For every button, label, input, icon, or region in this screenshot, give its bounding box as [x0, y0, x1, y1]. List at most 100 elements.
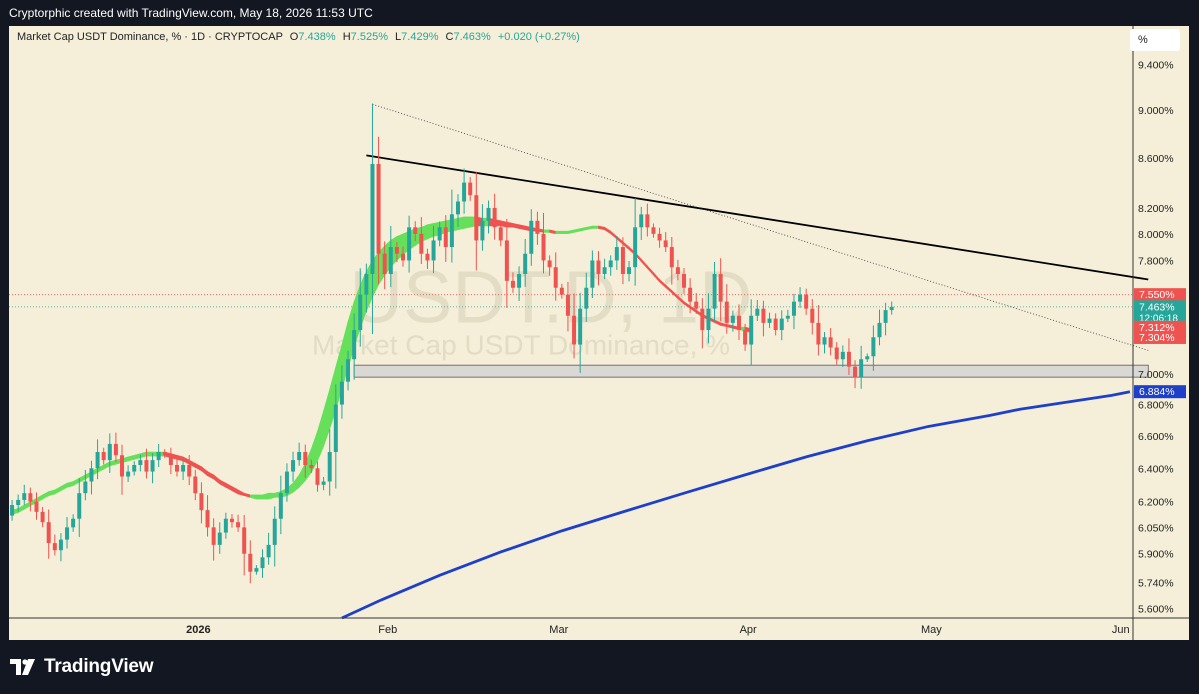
candle-body — [486, 207, 491, 221]
candle-body — [523, 253, 528, 274]
candle-body — [791, 301, 796, 316]
candle-body — [138, 460, 143, 466]
candle-body — [553, 267, 558, 288]
candle-body — [382, 253, 387, 274]
candle-body — [193, 476, 198, 494]
price-label: 7.304% — [1139, 332, 1175, 344]
ema-ribbon-segment — [579, 226, 587, 232]
price-tick-label: 9.000% — [1138, 105, 1174, 117]
ema-ribbon-segment — [268, 492, 276, 500]
candle-body — [83, 481, 88, 494]
candle-body — [468, 182, 473, 196]
ema-ribbon-segment — [182, 456, 190, 465]
ema-ribbon-segment — [292, 473, 300, 493]
candle-body — [590, 260, 595, 288]
ema-ribbon-segment — [42, 491, 50, 500]
candle-body — [352, 330, 357, 360]
ema-ribbon-segment — [243, 492, 251, 498]
candle-body — [401, 253, 406, 261]
candle-body — [303, 451, 308, 466]
ema-ribbon-segment — [146, 451, 153, 457]
ema-ribbon-segment — [512, 223, 520, 229]
ema-ribbon-segment — [598, 225, 605, 231]
candle-body — [321, 481, 326, 485]
candle-body — [46, 522, 51, 544]
price-tick-label: 5.740% — [1138, 578, 1174, 590]
candle-body — [156, 451, 161, 461]
candle-body — [547, 260, 552, 268]
candle-body — [822, 337, 827, 345]
ema-ribbon-segment — [555, 230, 563, 235]
candle-body — [675, 267, 680, 274]
candle-body — [620, 247, 625, 274]
candle-body — [651, 227, 656, 234]
candle-body — [327, 451, 332, 482]
ema-ribbon-segment — [36, 494, 43, 503]
candle-body — [810, 308, 815, 323]
candle-body — [260, 557, 265, 569]
price-label-box — [1134, 300, 1186, 325]
candle-body — [694, 301, 699, 309]
candle-body — [132, 465, 137, 472]
ema-ribbon-segment — [60, 482, 68, 492]
percent-scale-button[interactable]: % — [1130, 29, 1180, 51]
candle-body — [443, 227, 448, 248]
ema-ribbon-segment — [48, 489, 56, 497]
candle-body — [315, 468, 320, 485]
ema-ribbon-segment — [585, 225, 593, 231]
ema-ribbon-segment — [256, 494, 263, 500]
legend-low-value: 7.429% — [401, 31, 439, 43]
price-label: 7.463% — [1139, 301, 1175, 313]
candle-body — [107, 443, 112, 461]
candle-body — [559, 287, 564, 295]
time-tick-label: Feb — [378, 624, 397, 636]
candle-body — [682, 273, 687, 288]
ema-ribbon-segment — [506, 221, 514, 228]
candle-body — [730, 315, 735, 323]
candle-body — [663, 240, 668, 248]
ema-ribbon-segment — [604, 226, 612, 235]
candle-body — [419, 233, 424, 254]
candle-body — [462, 182, 467, 202]
price-tick-label: 6.600% — [1138, 431, 1174, 443]
price-tick-label: 5.600% — [1138, 604, 1174, 616]
candle-body — [28, 493, 33, 502]
candle-body — [248, 553, 253, 572]
candle-body — [510, 280, 515, 288]
watermark-symbol: USDT.D, 1D — [350, 256, 753, 339]
time-tick-label: Jun — [1112, 624, 1130, 636]
candle-body — [657, 233, 662, 241]
chart-panel[interactable]: USDT.D, 1D Market Cap USDT Dominance, % 5.… — [9, 26, 1189, 640]
symbol-legend: Market Cap USDT Dominance, % · 1D · CRYP… — [17, 31, 580, 43]
candle-body — [358, 294, 363, 331]
candle-body — [743, 330, 748, 345]
candle-body — [736, 315, 741, 331]
candle-body — [376, 163, 381, 254]
countdown-label: 12:06:18 — [1139, 313, 1178, 324]
candle-body — [779, 318, 784, 331]
candle-body — [565, 294, 570, 316]
time-tick-label: Apr — [740, 624, 757, 636]
candle-body — [364, 273, 369, 295]
price-label: 7.312% — [1139, 322, 1175, 334]
candle-body — [150, 460, 155, 472]
ema-ribbon-segment — [127, 454, 135, 462]
candle-body — [504, 240, 509, 281]
candle-body — [846, 351, 851, 367]
legend-low-label: L — [395, 31, 402, 43]
candle-body — [211, 527, 216, 545]
candle-body — [883, 310, 888, 323]
ema-ribbon-segment — [567, 229, 575, 235]
candle-body — [584, 287, 589, 309]
time-tick-label: 2026 — [186, 624, 210, 636]
price-tick-label: 7.800% — [1138, 255, 1174, 267]
ema-ribbon-segment — [176, 454, 184, 462]
candle-body — [394, 247, 399, 254]
candle-body — [284, 471, 289, 494]
price-label: 7.550% — [1139, 289, 1175, 301]
candle-body — [162, 451, 167, 456]
candle-body — [449, 214, 454, 248]
candle-body — [236, 522, 241, 528]
price-tick-label: 6.050% — [1138, 522, 1174, 534]
